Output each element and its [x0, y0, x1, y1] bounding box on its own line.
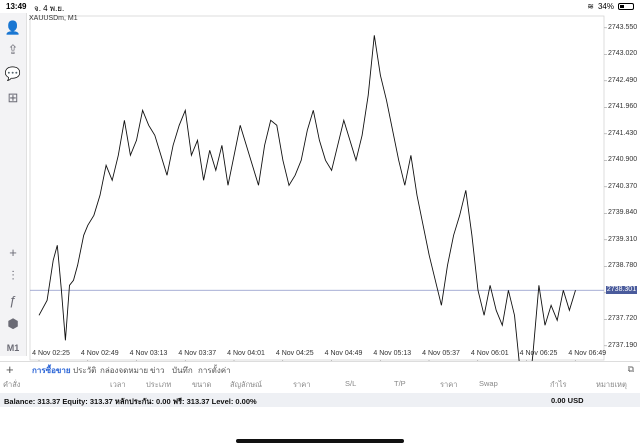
price-axis-label: 2740.900 — [608, 156, 638, 164]
column-header[interactable]: ราคา — [440, 380, 458, 389]
price-chart[interactable] — [26, 13, 640, 376]
price-axis-label: 2737.190 — [608, 341, 638, 349]
trade-icon[interactable]: ⇪ — [7, 42, 19, 57]
column-header[interactable]: กำไร — [550, 380, 567, 389]
account-icon[interactable]: 👤 — [4, 20, 22, 35]
time-axis-label: 4 Nov 06:25 — [519, 350, 558, 357]
left-toolbar: 👤 ⇪ 💬 ⊞ + ⫶ ƒ ⬢ M1 — [0, 13, 27, 356]
time-axis-label: 4 Nov 03:37 — [178, 350, 217, 357]
time-axis-label: 4 Nov 04:01 — [227, 350, 265, 357]
time-axis-label: 4 Nov 05:13 — [373, 350, 412, 357]
time-axis-label: 4 Nov 04:49 — [324, 350, 363, 357]
home-indicator[interactable] — [236, 439, 404, 443]
new-order-icon[interactable]: ⊞ — [7, 90, 19, 105]
column-header[interactable]: หมายเหตุ — [596, 380, 627, 389]
price-axis-label: 2739.840 — [608, 209, 638, 217]
terminal-tabbar: + การซื้อขาย ประวัติ กล่องจดหมาย ข่าว บันทึก… — [0, 361, 640, 380]
column-header[interactable]: ประเภท — [146, 380, 172, 389]
timeframe-m1[interactable]: M1 — [6, 343, 20, 353]
chat-icon[interactable]: 💬 — [4, 66, 22, 81]
chart-symbol: XAUUSDm, M1 — [29, 15, 78, 22]
column-header[interactable]: Swap — [479, 379, 498, 388]
balance-row: Balance: 313.37 Equity: 313.37 หลักประกั… — [0, 393, 640, 407]
add-icon[interactable]: + — [6, 362, 14, 377]
tab-3[interactable]: กล่องจดหมาย — [100, 366, 149, 375]
status-bar: 13:49 จ. 4 พ.ย. ≋ 34% — [0, 0, 640, 13]
price-axis-label: 2743.020 — [608, 50, 638, 58]
function-icon[interactable]: ƒ — [9, 292, 17, 308]
battery-percent: 34% — [597, 2, 614, 11]
time-axis-label: 4 Nov 02:25 — [32, 350, 70, 357]
tab-4[interactable]: ข่าว — [150, 366, 165, 375]
profit-total: 0.00 USD — [551, 396, 584, 405]
tab-6[interactable]: การตั้งค่า — [198, 366, 231, 375]
indicators-icon[interactable]: ⫶ — [11, 268, 15, 283]
status-time: 13:49 — [6, 2, 27, 11]
time-axis-label: 4 Nov 05:37 — [422, 350, 460, 357]
column-header[interactable]: T/P — [394, 379, 406, 388]
price-axis-label: 2742.490 — [608, 76, 638, 84]
price-axis-label: 2738.780 — [608, 262, 638, 270]
time-axis-label: 4 Nov 03:13 — [129, 350, 168, 357]
price-axis-label: 2740.370 — [608, 182, 638, 190]
time-axis-label: 4 Nov 06:49 — [568, 350, 607, 357]
balance-text: Balance: 313.37 Equity: 313.37 หลักประกั… — [4, 397, 257, 406]
column-header[interactable]: เวลา — [110, 380, 126, 389]
table-header: คำสั่ง เวลา ประเภท ขนาด สัญลักษณ์ ราคา S/L T/P ร… — [0, 377, 640, 389]
chart-area[interactable]: XAUUSDm, M1 2743.550 2743.020 2742.490 2741… — [26, 13, 640, 402]
current-price-tag: 2738.301 — [606, 286, 637, 295]
tab-1[interactable]: การซื้อขาย — [32, 366, 71, 380]
objects-icon[interactable]: ⬢ — [7, 316, 19, 331]
crosshair-icon[interactable]: + — [9, 244, 17, 260]
tab-2[interactable]: ประวัติ — [73, 366, 97, 375]
column-header[interactable]: ราคา — [293, 380, 311, 389]
layout-icon[interactable]: ⧉ — [627, 364, 634, 374]
time-axis-label: 4 Nov 04:25 — [275, 350, 314, 357]
price-axis-label: 2737.720 — [608, 315, 638, 323]
column-header[interactable]: สัญลักษณ์ — [230, 380, 263, 389]
price-series-line — [38, 35, 576, 376]
plot-frame — [29, 15, 605, 361]
wifi-icon: ≋ — [587, 2, 594, 11]
column-header[interactable]: S/L — [345, 379, 357, 388]
price-axis-label: 2743.550 — [608, 23, 638, 31]
status-date: จ. 4 พ.ย. — [34, 4, 65, 13]
battery-icon — [618, 3, 634, 10]
price-axis-label: 2739.310 — [608, 235, 638, 243]
tab-5[interactable]: บันทึก — [172, 366, 193, 375]
price-axis-label: 2741.430 — [608, 129, 638, 137]
column-header[interactable]: ขนาด — [192, 380, 212, 389]
time-axis-label: 4 Nov 06:01 — [470, 350, 509, 357]
status-right: ≋ 34% — [587, 2, 634, 11]
time-axis-label: 4 Nov 02:49 — [80, 350, 119, 357]
price-axis-label: 2741.960 — [608, 103, 638, 111]
column-header[interactable]: คำสั่ง — [3, 380, 21, 389]
